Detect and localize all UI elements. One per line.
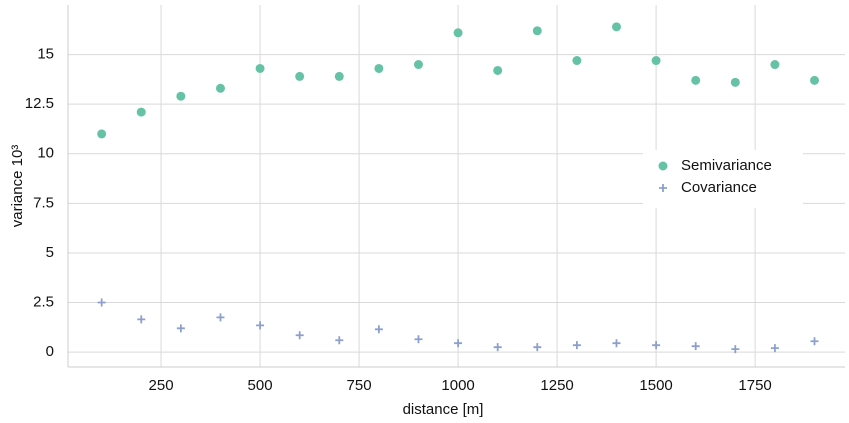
point-shape <box>454 339 463 348</box>
y-tick-label: 2.5 <box>33 294 54 311</box>
point-shape <box>216 313 225 322</box>
y-tick-label: 0 <box>46 343 54 360</box>
point-shape <box>374 325 383 334</box>
y-axis-label: variance 10³ <box>9 145 26 228</box>
x-tick-label: 1000 <box>441 377 474 394</box>
point-shape <box>493 343 502 352</box>
point <box>137 315 146 324</box>
point-shape <box>691 342 700 351</box>
point-shape <box>810 337 819 346</box>
point <box>295 331 304 340</box>
point-shape <box>176 324 185 333</box>
point <box>334 71 344 81</box>
legend-box <box>643 150 803 208</box>
point <box>414 335 423 344</box>
point <box>533 343 542 352</box>
point <box>731 345 740 354</box>
x-tick-label: 750 <box>347 377 372 394</box>
point <box>374 63 384 73</box>
point-shape <box>295 331 304 340</box>
point <box>413 60 423 70</box>
point <box>493 343 502 352</box>
point <box>97 298 106 307</box>
x-axis-label: distance [m] <box>403 401 484 418</box>
point <box>651 56 661 66</box>
point <box>730 77 740 87</box>
point-shape <box>652 341 661 350</box>
legend-marker <box>659 184 667 192</box>
point <box>97 129 107 139</box>
point <box>611 22 621 32</box>
point <box>493 65 503 75</box>
point-shape <box>256 321 265 330</box>
point-shape <box>612 339 621 348</box>
point <box>652 341 661 350</box>
x-tick-label: 1250 <box>540 377 573 394</box>
point-shape <box>731 345 740 354</box>
point <box>374 325 383 334</box>
x-tick-label: 1750 <box>738 377 771 394</box>
legend-label: Covariance <box>681 179 757 196</box>
point <box>216 313 225 322</box>
y-tick-label: 5 <box>46 244 54 261</box>
point <box>572 341 581 350</box>
point <box>572 56 582 66</box>
point-shape <box>137 315 146 324</box>
legend-marker <box>658 161 668 171</box>
x-tick-label: 250 <box>149 377 174 394</box>
point <box>335 336 344 345</box>
point <box>532 26 542 36</box>
point <box>255 63 265 73</box>
y-tick-label: 7.5 <box>33 194 54 211</box>
legend: Semivariance Covariance <box>643 150 803 208</box>
y-tick-label: 15 <box>37 46 54 63</box>
point <box>215 83 225 93</box>
point <box>136 107 146 117</box>
point-shape <box>97 298 106 307</box>
y-tick-label: 12.5 <box>25 95 54 112</box>
point <box>176 91 186 101</box>
point <box>256 321 265 330</box>
point-shape <box>335 336 344 345</box>
x-tick-label: 500 <box>248 377 273 394</box>
point <box>453 28 463 38</box>
point <box>295 71 305 81</box>
point <box>176 324 185 333</box>
point <box>691 342 700 351</box>
point <box>770 60 780 70</box>
point-shape <box>414 335 423 344</box>
point <box>810 337 819 346</box>
point-shape <box>572 341 581 350</box>
legend-marker-shape <box>659 184 667 192</box>
point <box>810 75 820 85</box>
point <box>454 339 463 348</box>
point <box>770 344 779 353</box>
legend-label: Semivariance <box>681 157 772 174</box>
point-shape <box>770 344 779 353</box>
point <box>612 339 621 348</box>
point <box>691 75 701 85</box>
x-tick-label: 1500 <box>639 377 672 394</box>
point-shape <box>533 343 542 352</box>
y-tick-label: 10 <box>37 145 54 162</box>
